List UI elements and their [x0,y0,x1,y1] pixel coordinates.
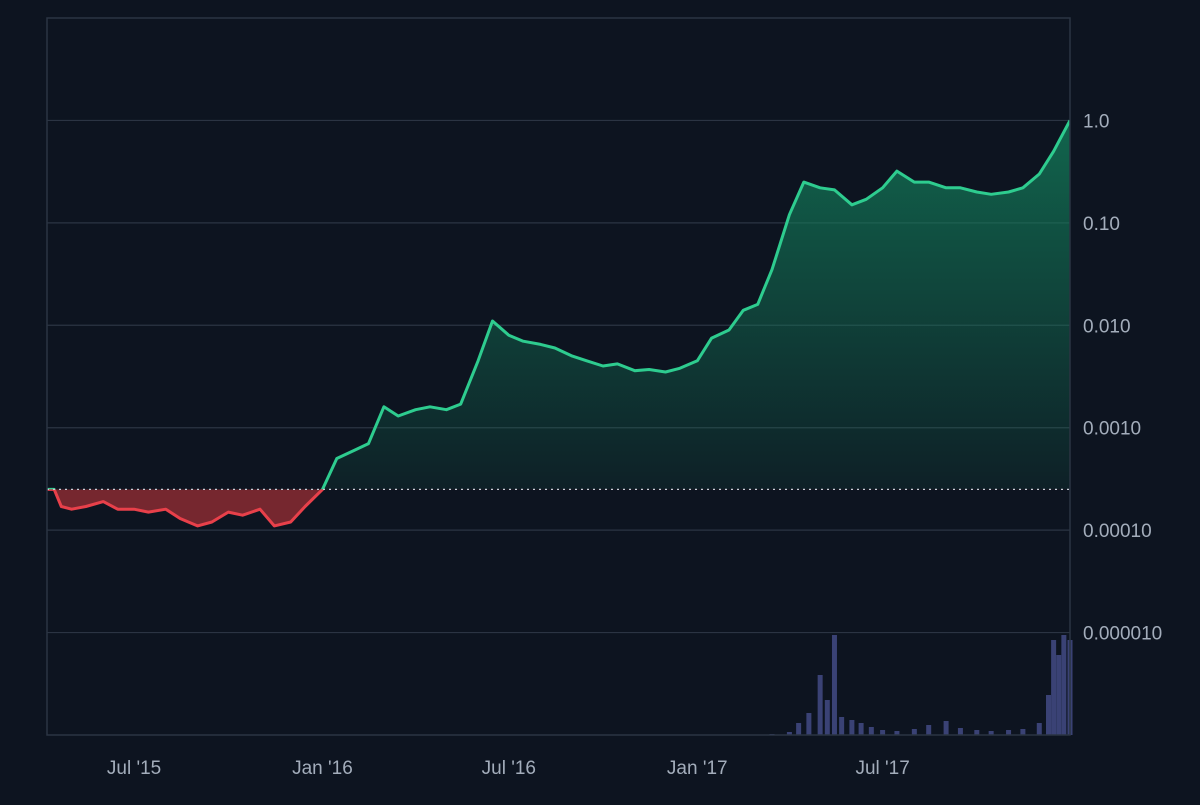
volume-bar [958,728,963,735]
y-tick-label: 0.10 [1083,214,1120,235]
volume-bar [832,635,837,735]
y-tick-label: 0.010 [1083,316,1131,337]
x-tick-label: Jul '17 [855,758,909,779]
volume-bar [926,725,931,735]
volume-bar [859,723,864,735]
volume-bar [912,729,917,735]
volume-bar [1061,635,1066,735]
volume-bar [1056,655,1061,735]
volume-bar [806,713,811,735]
volume-bar [1037,723,1042,735]
y-tick-label: 0.0010 [1083,419,1141,440]
y-tick-label: 1.0 [1083,111,1109,132]
y-tick-label: 0.000010 [1083,624,1162,645]
volume-bar [825,700,830,735]
y-axis-ticks: 1.0 0.10 0.010 0.0010 0.00010 0.000010 [1083,111,1162,644]
volume-bar [1051,640,1056,735]
x-axis-ticks: Jul '15 Jan '16 Jul '16 Jan '17 Jul '17 [107,758,910,779]
x-tick-label: Jan '17 [667,758,728,779]
volume-bar [796,723,801,735]
volume-bar [944,721,949,735]
x-tick-label: Jul '15 [107,758,161,779]
volume-bar [1020,729,1025,735]
y-tick-label: 0.00010 [1083,521,1152,542]
volume-bar [1046,695,1051,735]
volume-bar [849,720,854,735]
volume-bar [818,675,823,735]
x-tick-label: Jan '16 [292,758,353,779]
volume-bar [839,717,844,735]
x-tick-label: Jul '16 [482,758,536,779]
volume-bars [490,635,1073,735]
volume-bar [869,727,874,735]
